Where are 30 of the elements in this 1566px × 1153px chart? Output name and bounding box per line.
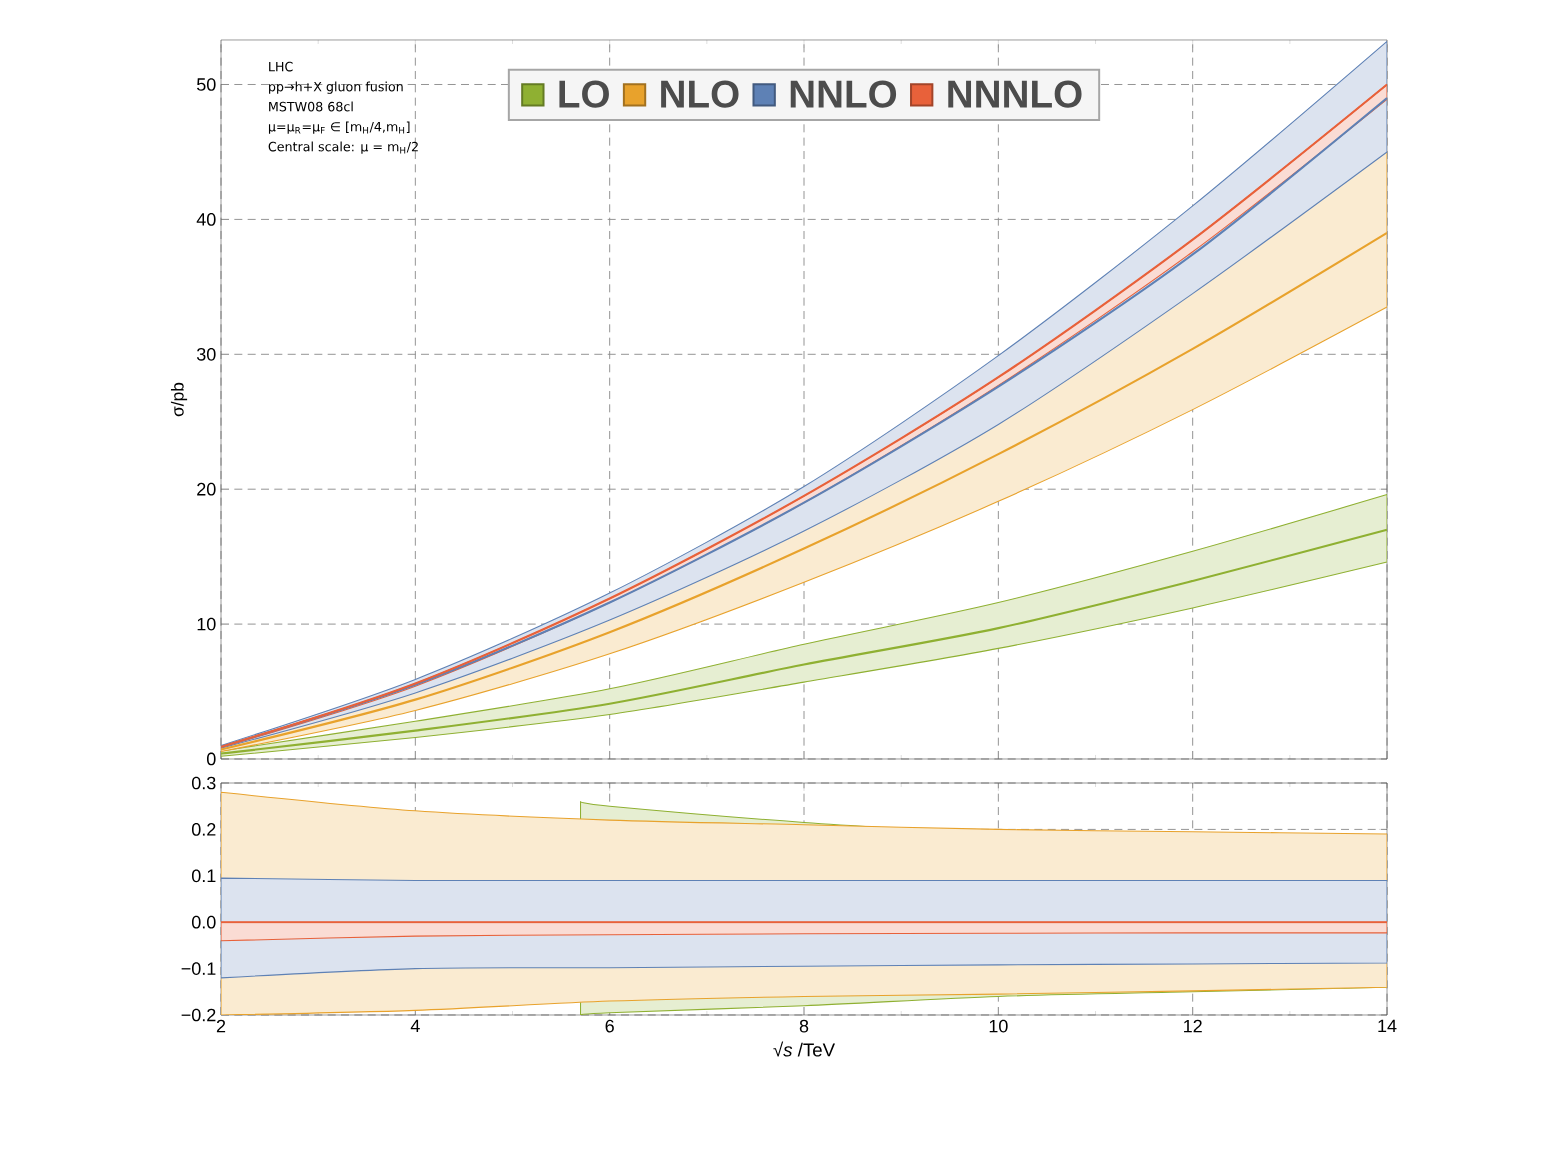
text: μ=μ$_{R}$=μ$_{F}$ ∈ [m$_{H}$/4,m$_{H}$] <box>268 121 410 134</box>
x-tick-label: 14 <box>1378 1019 1397 1033</box>
x-tick-label: 10 <box>989 1019 1008 1033</box>
y-tick-label: 0.3 <box>191 776 216 790</box>
legend-label: NNNLO <box>948 80 1082 108</box>
legend-label: NLO <box>661 80 739 108</box>
legend-label: LO <box>559 80 609 108</box>
y-tick-label: −0.1 <box>181 962 216 975</box>
annotation: pp→h+X gluon fusion <box>269 81 403 94</box>
y-tick-label: 30 <box>196 347 216 361</box>
y-tick-label: 0 <box>206 752 216 766</box>
y-tick-label: 50 <box>196 78 216 91</box>
y-tick-label: −0.2 <box>181 1008 216 1022</box>
x-tick-label: 6 <box>605 1019 614 1033</box>
annotation: MSTW08 68cl <box>269 101 353 112</box>
x-tick-label: 12 <box>1184 1019 1202 1033</box>
y-tick-label: 0.1 <box>191 869 216 883</box>
x-tick-label: 2 <box>216 1019 226 1033</box>
x-tick-label: 4 <box>410 1019 420 1033</box>
y-tick-label: 10 <box>197 617 216 631</box>
x-axis-title: √s /TeV <box>773 1041 836 1057</box>
y-tick-label: 0.0 <box>191 915 216 929</box>
annotation: Central scale: μ = m$_{H}$/2 <box>268 141 418 154</box>
annotation: LHC <box>269 61 293 72</box>
y-axis-title: σ/pb <box>170 382 188 417</box>
y-tick-label: 40 <box>196 213 216 226</box>
legend-label: NNLO <box>790 80 897 108</box>
y-tick-label: 0.2 <box>191 823 216 836</box>
y-tick-label: 20 <box>197 482 216 496</box>
x-tick-label: 8 <box>799 1019 809 1033</box>
